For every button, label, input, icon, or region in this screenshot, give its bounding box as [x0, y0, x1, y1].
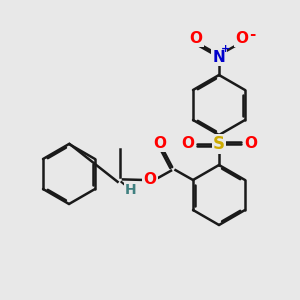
Text: N: N: [213, 50, 225, 64]
Text: H: H: [125, 184, 136, 197]
Text: O: O: [154, 136, 167, 151]
Text: O: O: [181, 136, 194, 152]
Text: O: O: [244, 136, 257, 152]
Text: O: O: [143, 172, 157, 188]
Text: O: O: [189, 31, 203, 46]
Text: O: O: [236, 31, 249, 46]
Text: +: +: [221, 44, 230, 55]
Text: -: -: [249, 27, 255, 42]
Text: S: S: [213, 135, 225, 153]
